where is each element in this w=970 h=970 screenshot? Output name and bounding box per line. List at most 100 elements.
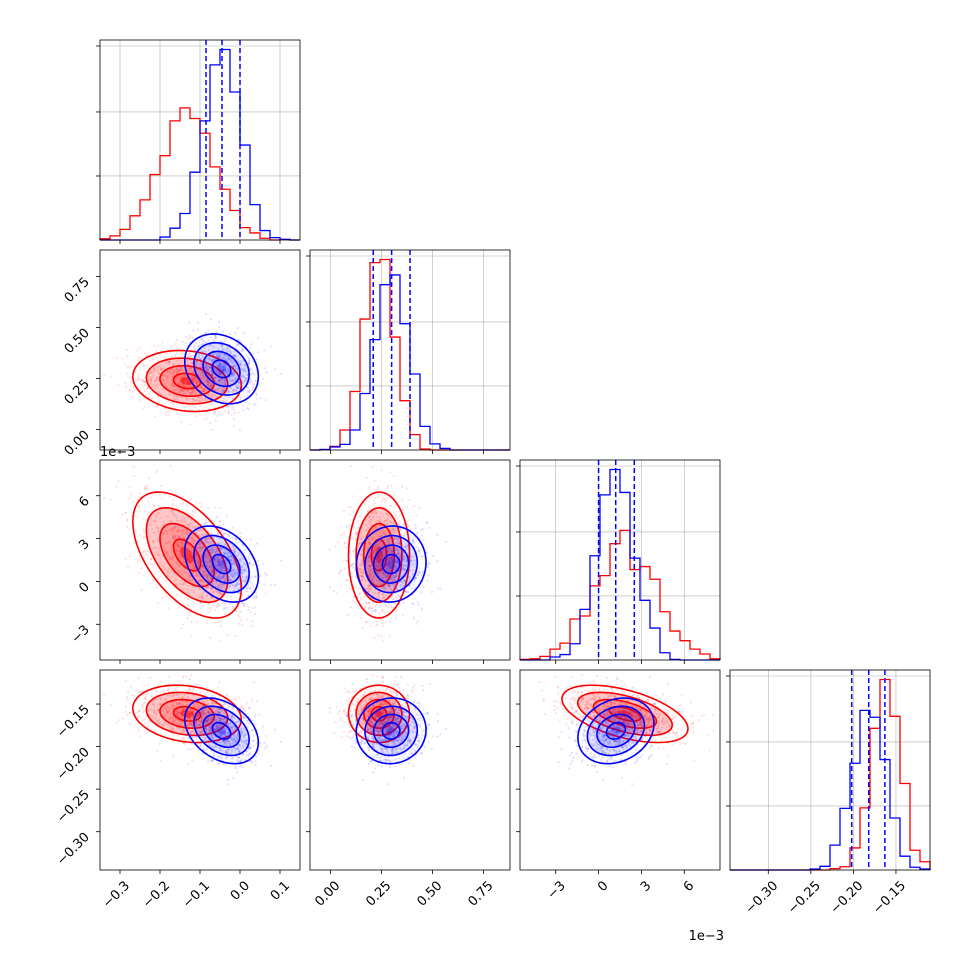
- sample-point: [103, 497, 106, 500]
- sample-point: [205, 358, 208, 361]
- sample-point: [222, 574, 225, 578]
- sample-point: [171, 575, 174, 578]
- sample-point: [359, 531, 362, 534]
- sample-point: [188, 574, 191, 577]
- sample-point: [371, 578, 374, 582]
- sample-point: [176, 549, 179, 553]
- sample-point: [144, 553, 148, 556]
- sample-point: [250, 388, 253, 391]
- sample-point: [205, 378, 208, 381]
- sample-point: [208, 344, 211, 347]
- sample-point: [142, 538, 145, 541]
- sample-point: [374, 532, 377, 535]
- sample-point: [200, 595, 203, 599]
- sample-point: [190, 588, 193, 591]
- sample-point: [418, 552, 421, 555]
- sample-point: [167, 541, 171, 544]
- sample-point: [239, 398, 242, 401]
- sample-point: [224, 400, 227, 403]
- sample-point: [205, 560, 208, 563]
- sample-point: [205, 366, 208, 369]
- sample-point: [143, 367, 146, 370]
- sample-point: [190, 392, 193, 395]
- sample-point: [210, 395, 213, 398]
- sample-point: [218, 573, 221, 576]
- sample-point: [176, 370, 179, 373]
- sample-point: [218, 562, 221, 565]
- sample-point: [251, 583, 254, 586]
- sample-point: [361, 574, 364, 577]
- sample-point: [436, 560, 439, 563]
- sample-point: [408, 524, 411, 528]
- sample-point: [161, 554, 164, 557]
- sample-point: [247, 408, 250, 411]
- sample-point: [170, 355, 173, 358]
- sample-point: [420, 573, 423, 577]
- sample-point: [376, 623, 379, 626]
- sample-point: [254, 379, 257, 382]
- sample-point: [143, 550, 146, 553]
- sample-point: [224, 371, 228, 374]
- sample-point: [209, 318, 212, 321]
- sample-point: [176, 396, 179, 399]
- sample-point: [144, 398, 147, 401]
- sample-point: [143, 381, 147, 384]
- sample-point: [170, 388, 173, 392]
- sample-point: [234, 377, 237, 380]
- sample-point: [420, 607, 423, 610]
- sample-point: [180, 521, 183, 524]
- sample-point: [194, 525, 197, 528]
- sample-point: [418, 570, 421, 573]
- sample-point: [219, 362, 222, 365]
- sample-point: [392, 530, 395, 533]
- sample-point: [209, 421, 212, 425]
- sample-point: [179, 389, 182, 392]
- sample-point: [420, 534, 423, 537]
- contour-1-3: [211, 553, 232, 575]
- sample-point: [254, 612, 257, 615]
- sample-point: [209, 383, 212, 387]
- sample-point: [219, 352, 222, 355]
- sample-point: [352, 550, 356, 553]
- sample-point: [222, 397, 225, 400]
- sample-point: [143, 389, 146, 393]
- sample-point: [382, 611, 385, 614]
- sample-point: [247, 594, 250, 597]
- sample-point: [347, 523, 351, 526]
- sample-point: [148, 477, 151, 480]
- sample-point: [192, 601, 195, 604]
- sample-point: [138, 368, 141, 371]
- sample-point: [201, 546, 204, 550]
- sample-point: [390, 546, 393, 549]
- sample-point: [214, 563, 217, 566]
- contour-0-3: [172, 372, 202, 390]
- sample-point: [209, 384, 212, 388]
- sample-point: [241, 565, 244, 569]
- sample-point: [390, 597, 393, 600]
- sample-point: [243, 365, 246, 368]
- sample-point: [365, 620, 368, 624]
- sample-point: [381, 596, 384, 599]
- sample-point: [248, 362, 251, 365]
- sample-point: [225, 553, 228, 556]
- sample-point: [219, 366, 222, 369]
- sample-point: [218, 325, 221, 329]
- sample-point: [415, 622, 418, 626]
- sample-point: [215, 361, 218, 364]
- sample-point: [214, 558, 217, 561]
- sample-point: [368, 606, 371, 610]
- sample-point: [195, 620, 198, 623]
- sample-point: [215, 602, 218, 605]
- sample-point: [223, 397, 226, 401]
- sample-point: [214, 563, 217, 567]
- sample-point: [159, 367, 163, 370]
- sample-point: [210, 548, 214, 551]
- sample-point: [381, 496, 384, 499]
- sample-point: [176, 360, 179, 363]
- sample-point: [209, 403, 212, 406]
- sample-point: [214, 506, 217, 509]
- sample-point: [187, 337, 190, 340]
- sample-point: [206, 383, 210, 386]
- sample-point: [180, 600, 183, 603]
- sample-point: [209, 570, 212, 574]
